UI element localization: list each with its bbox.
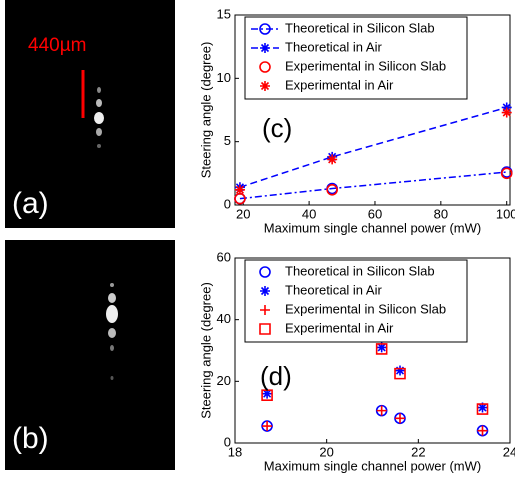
data-point — [500, 167, 513, 180]
panel-label: (a) — [12, 187, 49, 220]
data-point — [234, 184, 245, 195]
legend-marker — [260, 286, 270, 296]
data-point — [501, 102, 512, 113]
legend-box — [244, 16, 468, 100]
legend-marker — [259, 266, 271, 278]
data-point — [376, 342, 387, 353]
x-tick-label: 22 — [411, 444, 425, 459]
legend-marker — [259, 61, 271, 73]
data-point — [395, 365, 405, 376]
series-line — [239, 171, 507, 200]
annotation: (d) — [260, 361, 292, 391]
data-point — [394, 367, 406, 380]
x-axis-label: Maximum single channel power (mW) — [264, 220, 481, 235]
x-tick-label: 18 — [228, 444, 242, 459]
spot — [96, 128, 102, 136]
y-axis-label: Steering angle (degree) — [198, 282, 213, 419]
data-point — [261, 389, 273, 402]
legend-box — [244, 259, 468, 343]
annotation: (c) — [262, 113, 292, 143]
image-panel — [5, 0, 175, 228]
x-tick-label: 20 — [236, 206, 250, 221]
spot — [96, 99, 102, 107]
legend-label: Theoretical in Air — [285, 39, 382, 54]
x-tick-label: 20 — [319, 444, 333, 459]
legend-label: Experimental in Silicon Slab — [285, 58, 446, 73]
y-tick-label: 60 — [217, 249, 231, 264]
spot — [110, 376, 114, 380]
spot — [108, 328, 116, 338]
legend: Theoretical in Silicon Slab Theoretical i… — [244, 16, 468, 100]
scale-label: 440µm — [28, 35, 86, 56]
x-tick-label: 80 — [434, 206, 448, 221]
data-point — [327, 154, 338, 165]
spot — [97, 144, 101, 148]
legend-marker — [260, 81, 270, 91]
legend-label: Experimental in Silicon Slab — [285, 301, 446, 316]
data-point — [375, 404, 388, 417]
x-axis-label: Maximum single channel power (mW) — [264, 458, 481, 473]
panel-label: (b) — [12, 422, 49, 455]
data-point — [375, 343, 388, 355]
spot — [106, 305, 118, 323]
legend-label: Experimental in Air — [285, 77, 394, 92]
data-point — [477, 425, 488, 436]
image-panel — [5, 240, 175, 470]
legend-label: Theoretical in Silicon Slab — [285, 20, 435, 35]
spot — [97, 87, 101, 93]
data-point — [477, 402, 488, 413]
data-point — [395, 413, 405, 424]
data-point — [476, 403, 489, 415]
legend-label: Experimental in Air — [285, 320, 394, 335]
legend-marker — [259, 323, 271, 335]
spot — [94, 112, 104, 124]
data-point — [234, 192, 246, 205]
spot — [110, 345, 114, 351]
legend-label: Theoretical in Silicon Slab — [285, 263, 435, 278]
x-tick-label: 24 — [503, 444, 515, 459]
y-tick-label: 0 — [224, 434, 231, 449]
x-tick-label: 100 — [496, 206, 515, 221]
legend-label: Theoretical in Air — [285, 282, 382, 297]
y-tick-label: 0 — [224, 196, 231, 211]
beam-spots — [106, 283, 118, 380]
beam-spots — [94, 87, 104, 148]
data-point — [376, 405, 387, 416]
legend-marker — [259, 23, 271, 35]
x-tick-label: 60 — [368, 206, 382, 221]
y-tick-label: 5 — [224, 133, 231, 148]
legend-marker — [260, 43, 270, 53]
y-tick-label: 40 — [217, 311, 231, 326]
data-point — [262, 421, 273, 432]
x-tick-label: 40 — [302, 206, 316, 221]
data-point — [262, 388, 273, 399]
data-point — [326, 184, 338, 196]
data-point — [501, 107, 512, 118]
spot — [108, 293, 116, 303]
y-tick-label: 15 — [217, 6, 231, 21]
legend: Theoretical in Silicon Slab Theoretical i… — [244, 259, 468, 343]
y-tick-label: 10 — [217, 70, 231, 85]
y-tick-label: 20 — [217, 373, 231, 388]
y-axis-label: Steering angle (degree) — [198, 42, 213, 179]
spot — [110, 283, 114, 287]
legend-marker — [260, 305, 270, 315]
